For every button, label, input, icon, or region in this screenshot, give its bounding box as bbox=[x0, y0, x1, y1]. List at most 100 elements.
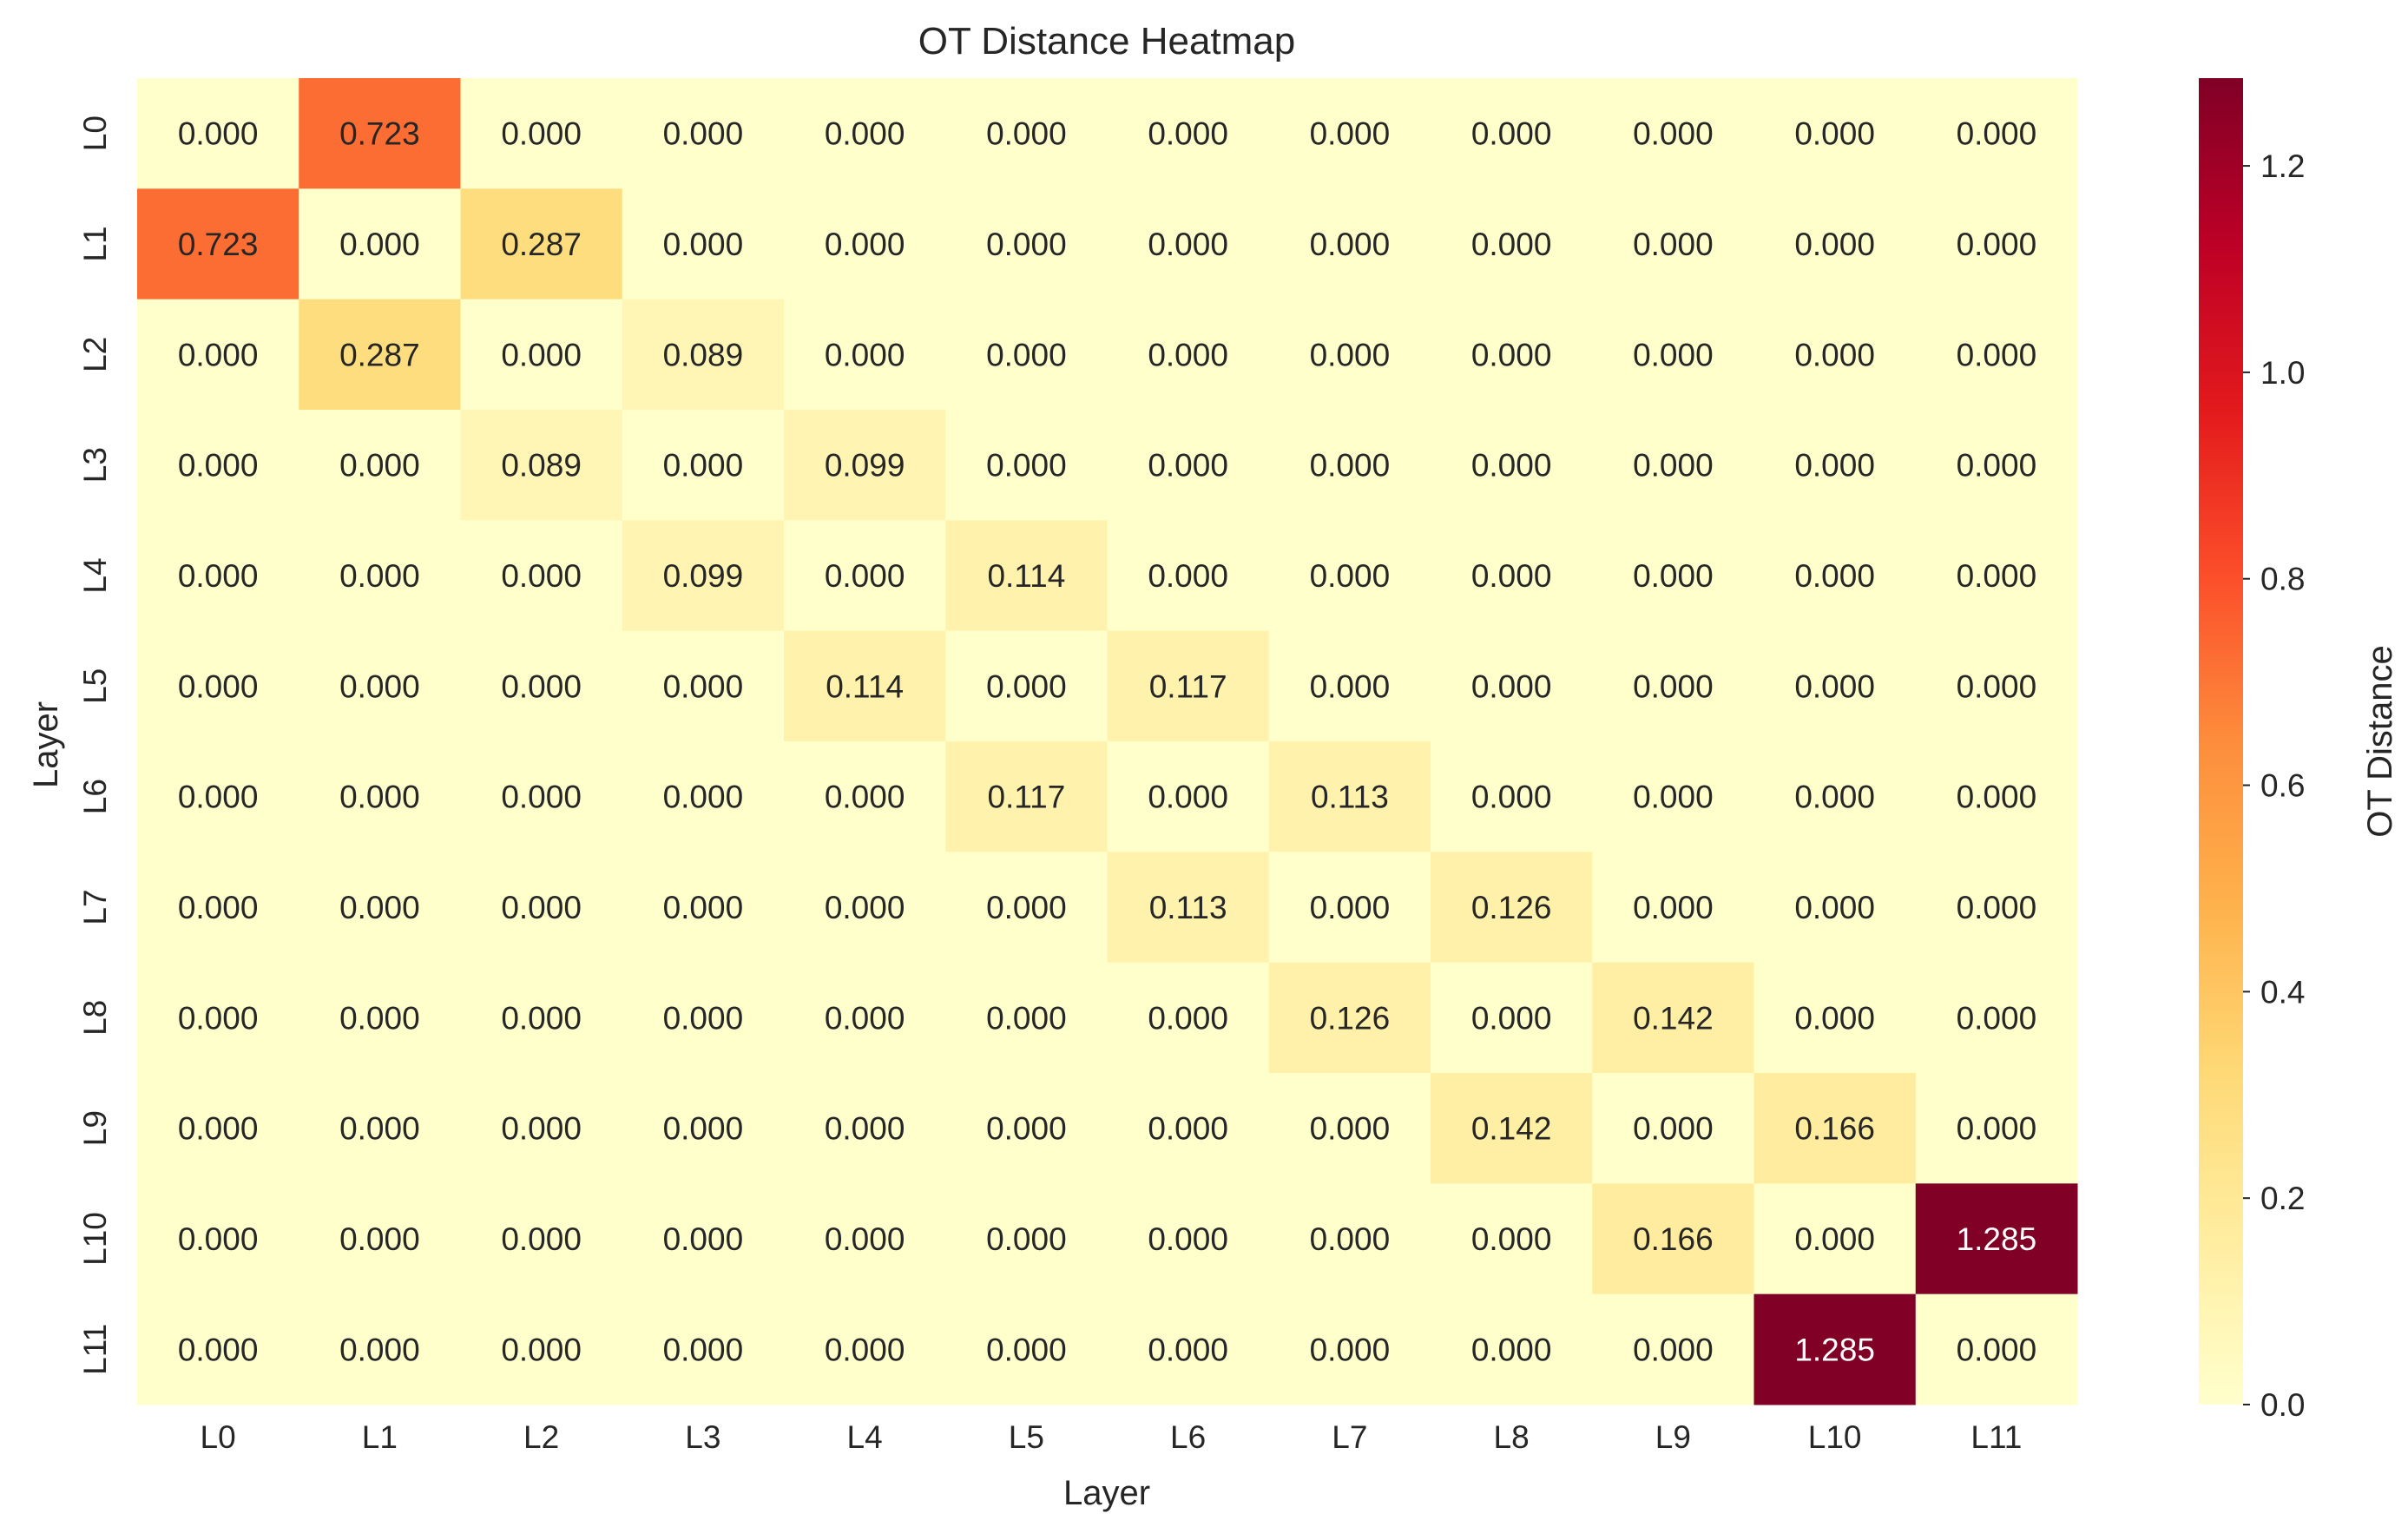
cell-value-label: 0.113 bbox=[1149, 890, 1227, 925]
cell-value-label: 0.000 bbox=[1148, 448, 1228, 484]
heatmap-cell bbox=[945, 78, 1108, 189]
cell-value-label: 0.000 bbox=[663, 890, 744, 925]
cell-value-label: 0.000 bbox=[663, 1111, 744, 1147]
cell-value-label: 0.000 bbox=[663, 1000, 744, 1036]
cell-value-label: 0.000 bbox=[1957, 668, 2037, 704]
cell-value-label: 0.000 bbox=[663, 668, 744, 704]
y-tick-label: L9 bbox=[77, 1110, 113, 1146]
cell-value-label: 0.000 bbox=[986, 116, 1067, 152]
cell-value-label: 0.000 bbox=[1794, 558, 1875, 594]
cell-value-label: 0.000 bbox=[663, 780, 744, 815]
y-tick-label: L10 bbox=[77, 1212, 113, 1266]
cell-value-label: 0.000 bbox=[1148, 558, 1228, 594]
heatmap-cell bbox=[1753, 630, 1917, 742]
heatmap-cell bbox=[1753, 962, 1917, 1074]
cell-value-label: 0.099 bbox=[663, 558, 744, 594]
x-tick-label: L2 bbox=[523, 1419, 559, 1455]
cell-value-label: 0.000 bbox=[1794, 227, 1875, 262]
heatmap-cell bbox=[1915, 1293, 2078, 1405]
heatmap-cell bbox=[1592, 410, 1754, 521]
heatmap-cell bbox=[299, 520, 461, 632]
cell-value-label: 0.000 bbox=[986, 227, 1067, 262]
heatmap-cell bbox=[1753, 852, 1917, 964]
cell-value-label: 0.000 bbox=[1471, 448, 1552, 484]
heatmap-cell bbox=[137, 520, 299, 632]
heatmap-cell bbox=[1915, 1073, 2078, 1184]
cell-value-label: 0.000 bbox=[1148, 116, 1228, 152]
heatmap-cell bbox=[945, 520, 1108, 632]
cell-value-label: 0.000 bbox=[501, 1000, 582, 1036]
heatmap-cell bbox=[945, 962, 1108, 1074]
heatmap-cell bbox=[784, 1073, 946, 1184]
cell-value-label: 0.000 bbox=[1633, 558, 1714, 594]
heatmap-cell bbox=[1268, 630, 1431, 742]
cell-value-label: 0.000 bbox=[1471, 1332, 1552, 1367]
heatmap-cell bbox=[1268, 188, 1431, 300]
heatmap-cell bbox=[784, 852, 946, 964]
cell-value-label: 0.000 bbox=[986, 1332, 1067, 1367]
heatmap-cell bbox=[299, 1073, 461, 1184]
cell-value-label: 0.000 bbox=[1148, 1221, 1228, 1257]
cell-value-label: 0.723 bbox=[178, 227, 259, 262]
cell-value-label: 0.000 bbox=[1794, 780, 1875, 815]
cell-value-label: 0.000 bbox=[1794, 116, 1875, 152]
heatmap-cell bbox=[1753, 188, 1917, 300]
cell-value-label: 0.000 bbox=[1310, 558, 1391, 594]
x-tick-label: L8 bbox=[1494, 1419, 1530, 1455]
heatmap-cell bbox=[784, 1183, 946, 1295]
x-tick-label: L3 bbox=[685, 1419, 720, 1455]
cell-value-label: 0.000 bbox=[1471, 337, 1552, 372]
cell-value-label: 0.000 bbox=[1633, 1332, 1714, 1367]
heatmap-cell bbox=[1431, 188, 1593, 300]
heatmap-cell bbox=[137, 741, 299, 852]
cell-value-label: 0.000 bbox=[1794, 890, 1875, 925]
cell-value-label: 0.000 bbox=[501, 890, 582, 925]
heatmap-cell bbox=[784, 962, 946, 1074]
cell-value-label: 0.000 bbox=[825, 890, 905, 925]
cell-value-label: 0.000 bbox=[986, 1221, 1067, 1257]
colorbar-tick-label: 0.6 bbox=[2260, 768, 2305, 804]
cell-value-label: 0.000 bbox=[339, 227, 420, 262]
heatmap-cell bbox=[622, 630, 785, 742]
cell-value-label: 0.000 bbox=[1471, 668, 1552, 704]
cell-value-label: 0.000 bbox=[1633, 668, 1714, 704]
heatmap-cell bbox=[1268, 1183, 1431, 1295]
x-tick-label: L7 bbox=[1332, 1419, 1367, 1455]
cell-value-label: 0.142 bbox=[1471, 1111, 1552, 1147]
cell-value-label: 0.126 bbox=[1471, 890, 1552, 925]
x-axis-label: Layer bbox=[1063, 1474, 1150, 1512]
heatmap-cell bbox=[1268, 520, 1431, 632]
x-tick-label: L9 bbox=[1655, 1419, 1691, 1455]
cell-value-label: 0.000 bbox=[339, 1332, 420, 1367]
cell-value-label: 0.000 bbox=[1957, 780, 2037, 815]
x-tick-label: L5 bbox=[1009, 1419, 1044, 1455]
heatmap-cell bbox=[945, 410, 1108, 521]
heatmap-cell bbox=[460, 962, 623, 1074]
heatmap-cell bbox=[299, 410, 461, 521]
heatmap-cell bbox=[784, 78, 946, 189]
cell-value-label: 0.000 bbox=[1310, 1111, 1391, 1147]
cell-value-label: 0.000 bbox=[178, 337, 259, 372]
heatmap-cell bbox=[137, 1293, 299, 1405]
colorbar-label: OT Distance bbox=[2361, 645, 2399, 838]
cell-value-label: 0.000 bbox=[1957, 1000, 2037, 1036]
cell-value-label: 0.089 bbox=[663, 337, 744, 372]
heatmap-cell bbox=[1431, 630, 1593, 742]
heatmap-cell bbox=[1753, 78, 1917, 189]
y-tick-label: L1 bbox=[77, 226, 113, 261]
heatmap-cell bbox=[1107, 852, 1270, 964]
heatmap-cell bbox=[1431, 78, 1593, 189]
cell-value-label: 0.000 bbox=[339, 1111, 420, 1147]
cell-value-label: 0.000 bbox=[178, 1332, 259, 1367]
heatmap-cell bbox=[1431, 1183, 1593, 1295]
heatmap-cell bbox=[137, 410, 299, 521]
colorbar-tick-label: 1.2 bbox=[2260, 148, 2305, 184]
heatmap-cell bbox=[299, 1293, 461, 1405]
heatmap-cell bbox=[784, 410, 946, 521]
heatmap-cell bbox=[1592, 1293, 1754, 1405]
cell-value-label: 0.099 bbox=[825, 448, 905, 484]
cell-value-label: 0.000 bbox=[1633, 448, 1714, 484]
cell-value-label: 0.000 bbox=[339, 668, 420, 704]
cell-value-label: 0.000 bbox=[1633, 890, 1714, 925]
heatmap-cell bbox=[299, 852, 461, 964]
